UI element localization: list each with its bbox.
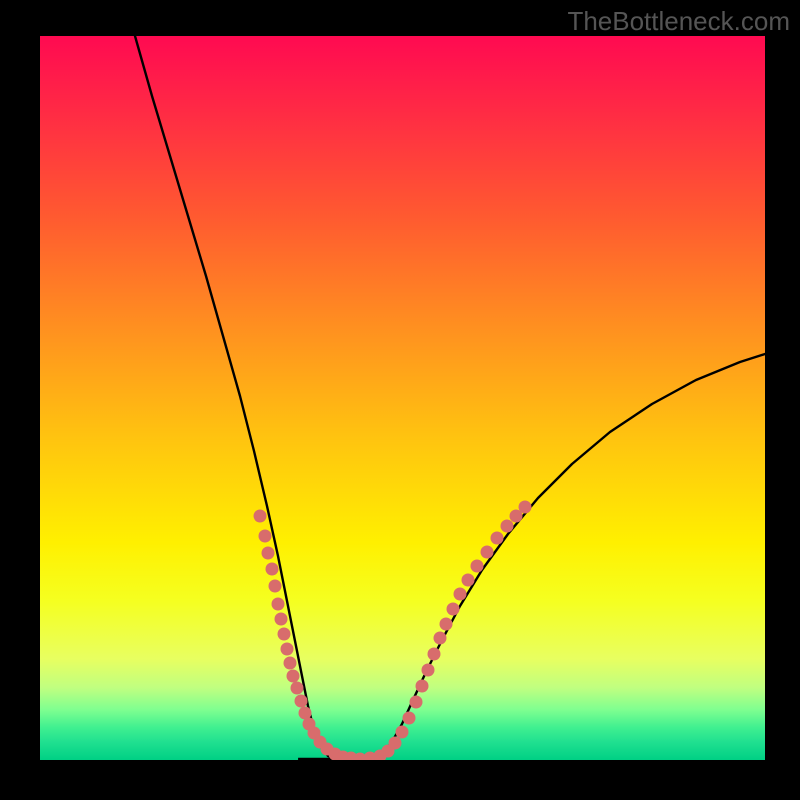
dot-cluster-right — [396, 726, 409, 739]
dot-cluster-left — [254, 510, 267, 523]
dot-cluster-right — [501, 520, 514, 533]
dot-cluster-left — [281, 643, 294, 656]
dot-cluster-left — [275, 613, 288, 626]
dot-cluster-right — [481, 546, 494, 559]
dot-cluster-right — [434, 632, 447, 645]
dot-cluster-right — [519, 501, 532, 514]
dot-cluster-right — [462, 574, 475, 587]
dot-cluster-right — [471, 560, 484, 573]
dot-cluster-right — [440, 618, 453, 631]
dot-cluster-left — [269, 580, 282, 593]
dot-cluster-left — [259, 530, 272, 543]
watermark-text: TheBottleneck.com — [567, 6, 790, 37]
dot-cluster-right — [491, 532, 504, 545]
dot-cluster-right — [403, 712, 416, 725]
dot-cluster-right — [454, 588, 467, 601]
dot-cluster-left — [284, 657, 297, 670]
dot-cluster-left — [272, 598, 285, 611]
dot-cluster-right — [422, 664, 435, 677]
dot-cluster-right — [410, 696, 423, 709]
dot-cluster-left — [262, 547, 275, 560]
dot-cluster-left — [278, 628, 291, 641]
chart-frame: TheBottleneck.com — [0, 0, 800, 800]
dot-cluster-right — [447, 603, 460, 616]
bottleneck-chart — [40, 36, 765, 760]
chart-background — [40, 36, 765, 760]
dot-cluster-right — [389, 737, 402, 750]
dot-cluster-left — [291, 682, 304, 695]
dot-cluster-right — [428, 648, 441, 661]
dot-cluster-left — [295, 695, 308, 708]
dot-cluster-left — [266, 563, 279, 576]
dot-cluster-right — [416, 680, 429, 693]
dot-cluster-left — [287, 670, 300, 683]
